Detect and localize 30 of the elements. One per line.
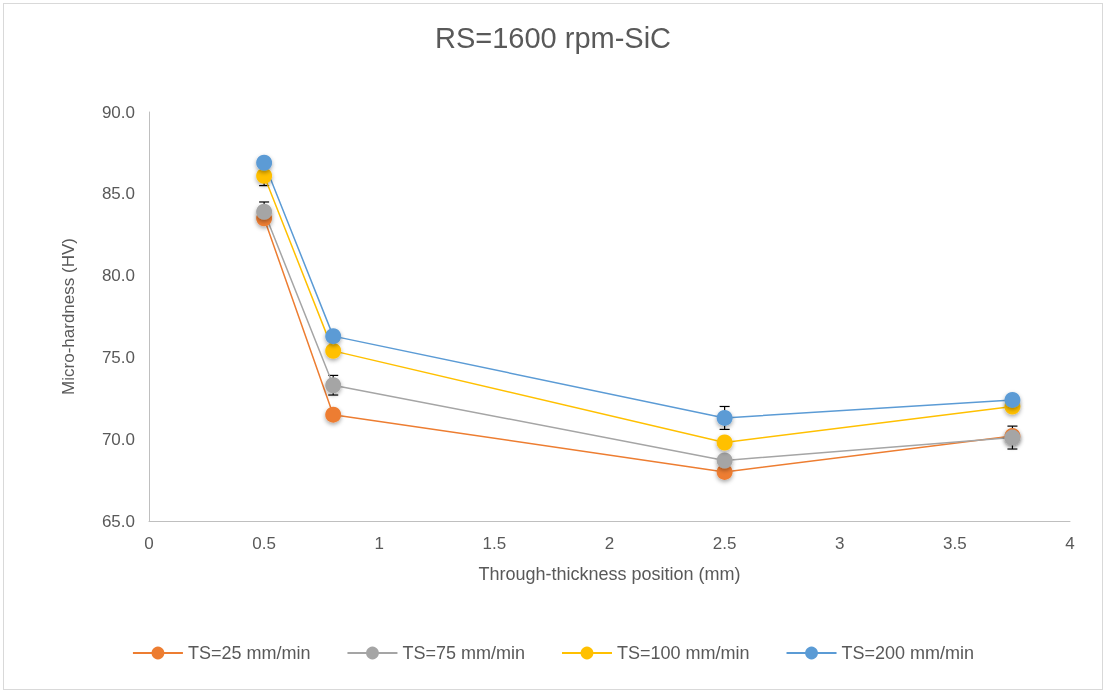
x-tick-label: 4 [1065,534,1075,553]
point [325,406,342,423]
y-tick-label: 85.0 [101,184,135,204]
legend-label: TS=100 mm/min [616,643,750,663]
point [1004,391,1021,408]
point [716,434,733,451]
point [325,328,342,345]
chart-title: RS=1600 rpm-SiC [434,21,672,54]
x-tick-label: 3 [835,534,845,553]
x-tick-label: 2 [604,534,615,553]
x-tick-label: 0.5 [252,534,276,553]
y-tick-label: 90.0 [101,102,135,122]
x-tick-label: 1 [374,534,384,553]
x-tick-label: 3.5 [943,534,967,553]
y-tick-label: 75.0 [101,347,135,367]
legend-label: TS=25 mm/min [187,643,311,663]
y-tick-label: 70.0 [101,429,135,449]
point [716,452,733,469]
y-axis-title: Micro-hardness (HV) [59,238,78,395]
legend-label: TS=200 mm/min [841,643,975,663]
x-tick-label: 2.5 [712,534,737,553]
point [716,409,733,426]
point [325,342,342,359]
legend-label: TS=75 mm/min [402,643,525,663]
y-tick-label: 65.0 [101,511,135,531]
x-axis-title: Through-thickness position (mm) [478,564,741,584]
y-tick-label: 80.0 [101,266,135,286]
x-tick-label: 1.5 [482,534,507,553]
x-tick-label: 0 [144,534,154,553]
point [256,154,273,171]
